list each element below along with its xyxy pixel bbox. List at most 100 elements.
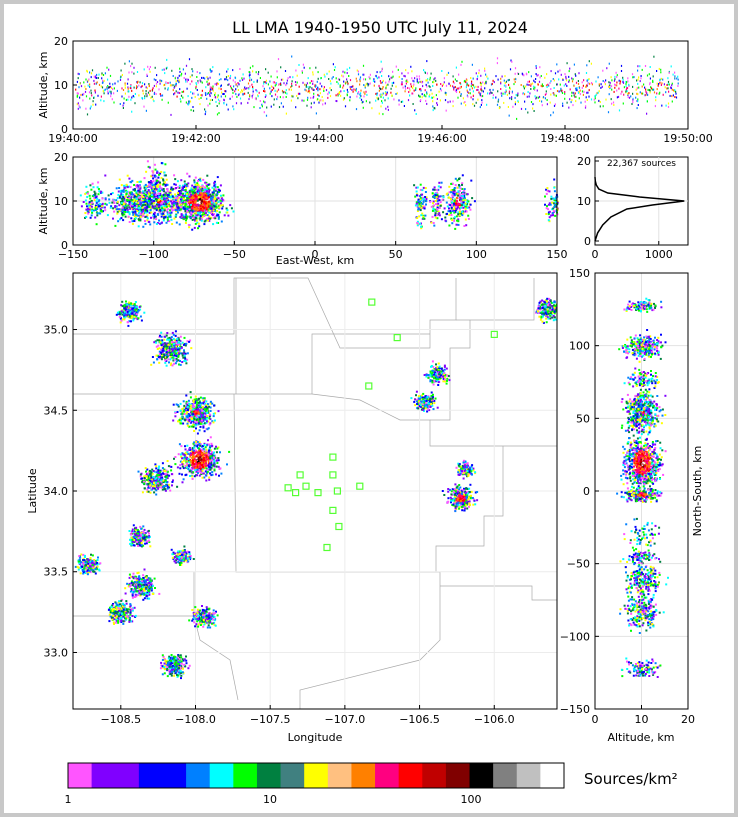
source-point [203, 430, 206, 433]
source-point [99, 209, 102, 212]
source-point [113, 92, 115, 95]
source-point [360, 89, 362, 92]
source-point [536, 89, 538, 92]
source-point [501, 75, 503, 78]
source-point [191, 184, 194, 187]
source-point [290, 88, 292, 91]
source-point [153, 91, 156, 94]
source-point [204, 446, 207, 449]
source-point [201, 189, 204, 192]
source-point [609, 81, 611, 84]
source-point [537, 83, 539, 86]
source-point [556, 83, 558, 86]
source-point [201, 195, 204, 197]
source-point [674, 71, 676, 74]
source-point [198, 474, 201, 477]
source-point [203, 476, 206, 479]
source-point [452, 193, 455, 196]
source-point [380, 81, 382, 84]
source-point [534, 86, 536, 89]
source-point [436, 204, 439, 207]
source-point [472, 90, 474, 93]
source-point [215, 201, 218, 204]
source-point [463, 101, 465, 104]
source-point [167, 195, 170, 198]
source-point [146, 95, 148, 98]
source-point [575, 81, 578, 84]
source-point [106, 214, 109, 217]
source-point [470, 77, 472, 79]
source-point [208, 196, 210, 198]
source-point [489, 92, 491, 95]
source-point [448, 207, 450, 210]
source-point [83, 81, 85, 84]
source-point [104, 88, 106, 91]
source-point [223, 98, 225, 101]
source-point [605, 79, 607, 82]
source-point [637, 78, 639, 81]
source-point [547, 83, 549, 86]
source-point [197, 471, 199, 474]
source-point [128, 90, 130, 93]
time-altitude-panel [73, 41, 688, 129]
source-point [233, 85, 235, 88]
source-point [575, 95, 577, 98]
source-point [400, 100, 402, 103]
source-point [391, 82, 393, 85]
source-point [161, 79, 163, 82]
source-point [168, 220, 171, 223]
source-point [588, 89, 590, 92]
source-point [461, 202, 464, 205]
source-point [133, 206, 136, 208]
source-point [553, 92, 555, 95]
source-point [97, 200, 100, 203]
source-point [205, 209, 208, 212]
source-point [137, 205, 140, 208]
source-point [397, 68, 399, 71]
source-point [459, 82, 461, 85]
source-point [427, 81, 429, 84]
source-point [173, 202, 176, 205]
source-point [211, 186, 214, 189]
source-point [100, 191, 103, 194]
source-point [466, 206, 469, 209]
source-point [458, 178, 460, 180]
source-point [667, 83, 669, 86]
source-point [203, 401, 206, 404]
source-point [344, 71, 346, 74]
source-point [141, 82, 144, 85]
source-point [509, 86, 511, 89]
source-point [172, 75, 174, 77]
source-point [158, 187, 161, 190]
source-point [128, 203, 131, 206]
source-point [113, 101, 115, 104]
source-point [205, 196, 208, 199]
source-point [179, 216, 182, 219]
source-point [123, 213, 126, 216]
source-point [147, 165, 150, 168]
source-point [527, 91, 529, 93]
source-point [364, 85, 366, 88]
source-point [169, 212, 172, 215]
source-point [180, 416, 183, 419]
source-point [78, 104, 80, 107]
source-point [191, 218, 194, 221]
source-point [110, 95, 112, 98]
chart-title: LL LMA 1940-1950 UTC July 11, 2024 [232, 18, 528, 37]
source-point [99, 212, 102, 215]
source-point [125, 183, 128, 186]
source-point [134, 93, 136, 95]
source-point [615, 84, 617, 87]
source-point [327, 93, 329, 96]
source-point [430, 205, 433, 208]
source-point [205, 448, 208, 451]
source-point [534, 81, 536, 84]
source-point [154, 198, 157, 200]
source-point [448, 185, 451, 188]
source-point [204, 212, 207, 214]
source-point [76, 103, 78, 106]
source-point [102, 79, 104, 82]
source-point [92, 186, 95, 189]
source-point [464, 205, 467, 208]
source-point [646, 92, 648, 95]
